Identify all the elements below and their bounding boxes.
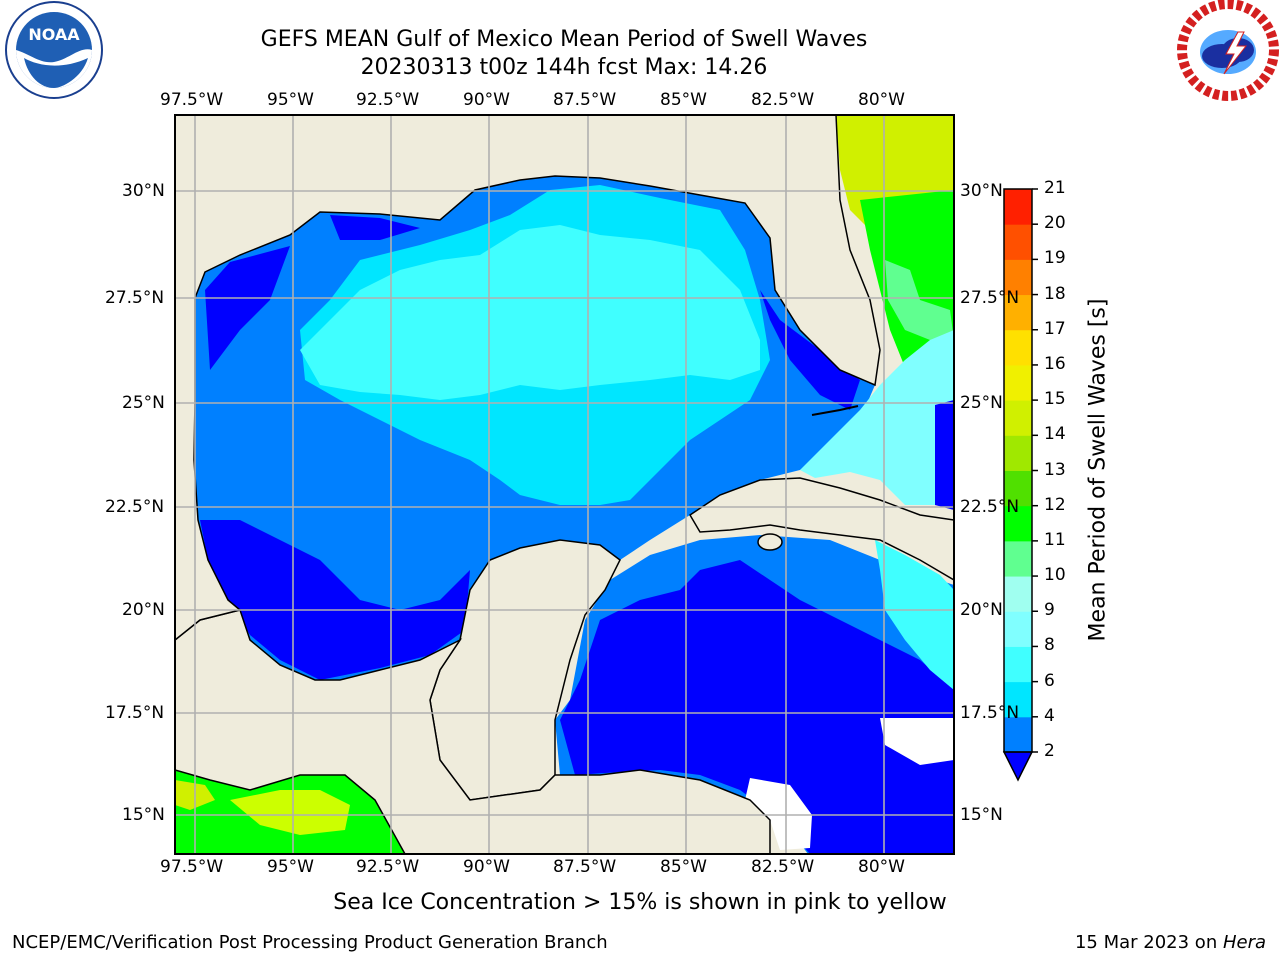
colorbar-tick-label: 6	[1044, 670, 1055, 691]
colorbar-tick-label: 20	[1044, 213, 1066, 234]
lat-label-right: 25°N	[960, 393, 1003, 413]
lat-label-right: 20°N	[960, 600, 1003, 620]
chart-title: GEFS MEAN Gulf of Mexico Mean Period of …	[260, 27, 868, 52]
chart-subtitle: 20230313 t00z 144h fcst Max: 14.26	[360, 55, 768, 80]
florida-straits-cyan	[800, 330, 954, 505]
lon-label-bottom: 90°W	[463, 857, 510, 877]
grid-lines	[175, 115, 954, 854]
colorbar-segment	[1004, 576, 1032, 612]
lat-label-left: 22.5°N	[105, 497, 165, 517]
lat-label-left: 20°N	[122, 600, 165, 620]
lat-label-right: 27.5°N	[960, 288, 1020, 308]
colorbar-tick-label: 9	[1044, 600, 1055, 621]
colorbar-segment	[1004, 470, 1032, 507]
colorbar-tick-label: 14	[1044, 424, 1066, 445]
colorbar-tick-label: 4	[1044, 705, 1055, 726]
colorbar-tick-label: 21	[1044, 178, 1066, 198]
caribbean-white-gap-2	[745, 778, 812, 850]
lon-label-top: 87.5°W	[553, 90, 617, 110]
colorbar-segment	[1004, 611, 1032, 647]
colorbar-segment	[1004, 189, 1032, 225]
colorbar-segment	[1004, 400, 1032, 436]
colorbar	[1002, 179, 1038, 782]
lat-label-right: 17.5°N	[960, 703, 1020, 723]
lat-label-right: 15°N	[960, 805, 1003, 825]
lat-label-left: 27.5°N	[105, 288, 165, 308]
bahamas-deep	[935, 400, 954, 510]
footer-date: 15 Mar 2023 on Hera	[1075, 932, 1266, 953]
noaa-logo: NOAA	[5, 1, 103, 99]
lat-label-left: 15°N	[122, 805, 165, 825]
pacific-yellow-green	[230, 790, 350, 835]
colorbar-tick-label: 2	[1044, 741, 1055, 761]
lon-label-bottom: 87.5°W	[553, 857, 617, 877]
colorbar-segment	[1004, 435, 1032, 471]
lat-label-left: 17.5°N	[105, 703, 165, 723]
gulf-deep-east	[760, 290, 860, 410]
sea-ice-note-text: Sea Ice Concentration > 15% is shown in …	[333, 890, 947, 915]
colorbar-segment	[1004, 259, 1032, 296]
map-area	[175, 115, 954, 854]
lon-label-bottom: 97.5°W	[160, 857, 224, 877]
colorbar-tick-label: 8	[1044, 635, 1055, 656]
lon-label-top: 80°W	[858, 90, 905, 110]
lon-label-top: 90°W	[463, 90, 510, 110]
colorbar-segment	[1004, 224, 1032, 260]
lat-label-right: 30°N	[960, 181, 1003, 201]
lat-label-left: 30°N	[122, 181, 165, 201]
colorbar-tick-label: 12	[1044, 494, 1066, 515]
lon-label-bottom: 92.5°W	[356, 857, 420, 877]
colorbar-tick-label: 11	[1044, 529, 1066, 550]
colorbar-segment	[1004, 540, 1032, 577]
caribbean-deep	[560, 560, 954, 854]
colorbar-segment	[1004, 681, 1032, 718]
florida-keys	[811, 405, 859, 416]
noaa-logo-text: NOAA	[28, 25, 80, 44]
nws-logo	[1177, 0, 1279, 101]
colorbar-title: Mean Period of Swell Waves [s]	[1085, 298, 1111, 642]
sea-ice-note: Sea Ice Concentration > 15% is shown in …	[0, 890, 1280, 915]
atlantic-light-green	[885, 260, 954, 340]
lat-label-left: 25°N	[122, 393, 165, 413]
lat-label-right: 22.5°N	[960, 497, 1020, 517]
lon-label-top: 85°W	[660, 90, 707, 110]
lon-label-bottom: 80°W	[858, 857, 905, 877]
caribbean-cyan	[875, 540, 954, 690]
colorbar-tick-label: 13	[1044, 459, 1066, 480]
central-america-land	[175, 609, 771, 854]
colorbar-tick-label: 18	[1044, 283, 1066, 304]
colorbar-tick-label: 17	[1044, 318, 1066, 339]
gulf-light-cyan	[300, 225, 760, 400]
footer-date-text: 15 Mar 2023 on	[1074, 932, 1223, 953]
colorbar-segment	[1004, 505, 1032, 542]
map-frame	[174, 114, 955, 855]
colorbar-segment	[1004, 364, 1032, 401]
footer-host: Hera	[1222, 932, 1266, 953]
gulf-deep-north	[330, 215, 420, 240]
lon-label-top: 97.5°W	[160, 90, 224, 110]
colorbar-tick-label: 16	[1044, 353, 1066, 374]
colorbar-segment	[1004, 716, 1032, 753]
gulf-deep-west	[205, 246, 290, 370]
gulf-deep-southwest	[200, 520, 470, 680]
colorbar-tick-label: 19	[1044, 248, 1066, 269]
colorbar-segment	[1004, 294, 1032, 331]
mexico-land	[175, 115, 881, 641]
lon-label-bottom: 85°W	[660, 857, 707, 877]
lon-label-top: 92.5°W	[356, 90, 420, 110]
footer-credit: NCEP/EMC/Verification Post Processing Pr…	[12, 932, 608, 953]
colorbar-tick-label: 10	[1044, 565, 1066, 586]
colorbar-tick-label: 15	[1044, 389, 1066, 410]
isla-juventud	[757, 533, 783, 551]
lon-label-top: 95°W	[267, 90, 314, 110]
lon-label-top: 82.5°W	[751, 90, 815, 110]
caribbean-white-gap	[880, 718, 954, 765]
lon-label-bottom: 82.5°W	[751, 857, 815, 877]
colorbar-segment	[1004, 329, 1032, 366]
colorbar-segment	[1004, 646, 1032, 683]
lon-label-bottom: 95°W	[267, 857, 314, 877]
